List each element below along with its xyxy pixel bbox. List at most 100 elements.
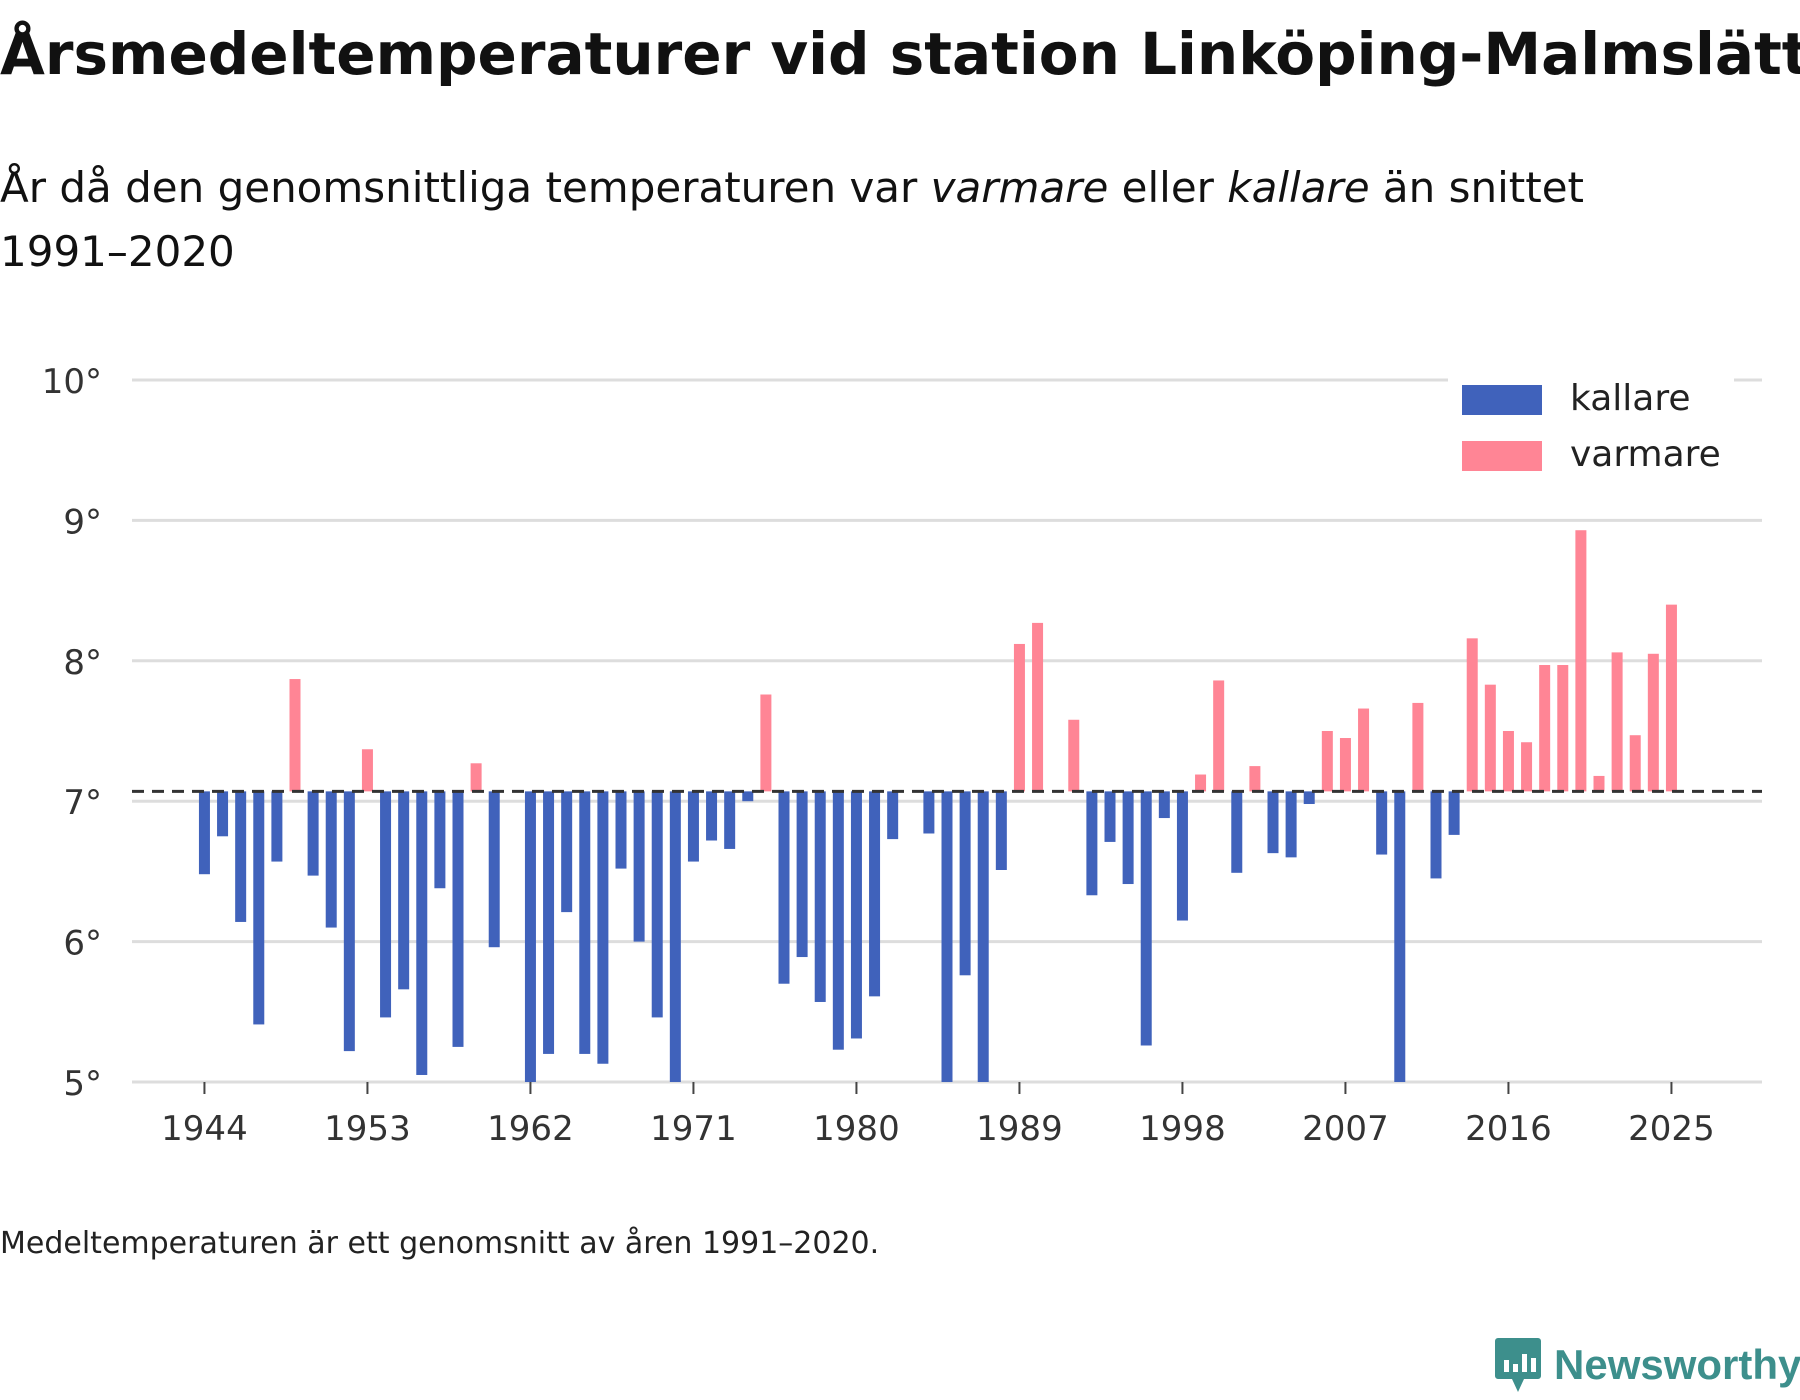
- bar-1960: [488, 791, 500, 948]
- newsworthy-logo-icon: [1495, 1338, 1541, 1392]
- bar-2006: [1321, 731, 1333, 792]
- bar-2024: [1647, 653, 1659, 792]
- bar-1965: [579, 791, 591, 1054]
- x-tick-label: 1962: [487, 1109, 574, 1149]
- bar-1951: [325, 791, 337, 928]
- y-tick-label: 10°: [42, 362, 102, 402]
- bar-1950: [307, 791, 319, 876]
- bar-1973: [724, 791, 736, 849]
- x-tick-label: 1989: [976, 1109, 1063, 1149]
- bar-2005: [1303, 791, 1315, 805]
- subtitle-part3: än snittet 1991–2020: [0, 163, 1585, 276]
- bar-1992: [1068, 719, 1080, 792]
- subtitle-cold-word: kallare: [1227, 163, 1370, 212]
- bar-1980: [850, 791, 862, 1039]
- bar-2023: [1629, 735, 1641, 792]
- bar-1962: [524, 791, 536, 1082]
- legend-swatch-warm: [1462, 441, 1542, 471]
- bar-1977: [796, 791, 808, 958]
- bar-1984: [923, 791, 935, 834]
- brand: Newsworthy: [1494, 1336, 1800, 1394]
- bar-2011: [1412, 702, 1424, 792]
- legend-label-cold: kallare: [1570, 378, 1691, 419]
- bar-2016: [1502, 731, 1514, 792]
- bar-2001: [1231, 791, 1243, 873]
- bar-1999: [1195, 774, 1207, 792]
- bar-1963: [543, 791, 555, 1054]
- bar-1990: [1032, 622, 1044, 792]
- legend-swatch-cold: [1462, 385, 1542, 415]
- y-tick-label: 9°: [63, 502, 102, 542]
- subtitle-part1: År då den genomsnittliga temperaturen va…: [0, 163, 931, 212]
- bar-1985: [941, 791, 953, 1082]
- bar-1947: [253, 791, 265, 1025]
- bar-2008: [1358, 708, 1370, 792]
- bar-1998: [1176, 791, 1188, 921]
- y-axis: 5° 6° 7° 8° 9° 10°: [42, 362, 102, 1104]
- bar-1997: [1158, 791, 1170, 819]
- bar-1968: [633, 791, 645, 942]
- bar-1987: [977, 791, 989, 1082]
- bar-1988: [995, 791, 1007, 870]
- bar-1972: [706, 791, 718, 841]
- bar-1946: [235, 791, 247, 922]
- footnote: Medeltemperaturen är ett genomsnitt av å…: [0, 1226, 880, 1261]
- bar-2003: [1267, 791, 1279, 854]
- bars: [198, 530, 1677, 1082]
- bar-1993: [1086, 791, 1098, 896]
- bar-1981: [869, 791, 881, 997]
- bar-2018: [1539, 665, 1551, 792]
- subtitle-part2: eller: [1108, 163, 1228, 212]
- bar-1956: [416, 791, 428, 1075]
- bar-2014: [1466, 638, 1478, 792]
- legend: kallare varmare: [1448, 376, 1734, 486]
- bar-1970: [669, 791, 681, 1082]
- bar-2007: [1339, 738, 1351, 792]
- bar-1945: [217, 791, 229, 837]
- temperature-bar-chart: 5°6°7°8°9°10° 1944 1953 1962 1971 1980 1989 19…: [42, 362, 1762, 1149]
- bar-1955: [398, 791, 410, 990]
- y-tick-label: 7°: [63, 783, 102, 823]
- bar-1989: [1013, 643, 1025, 792]
- bar-1954: [380, 791, 392, 1018]
- x-axis: 1944 1953 1962 1971 1980 1989 1998 2007 2016 2025: [161, 1082, 1715, 1149]
- y-tick-label: 5°: [63, 1064, 102, 1104]
- x-tick-label: 1998: [1139, 1109, 1226, 1149]
- bar-1986: [959, 791, 971, 976]
- bar-1979: [832, 791, 844, 1050]
- x-tick-label: 1944: [161, 1109, 248, 1149]
- bar-1969: [651, 791, 663, 1018]
- bar-1996: [1140, 791, 1152, 1046]
- bar-1976: [778, 791, 790, 984]
- bar-2013: [1448, 791, 1460, 835]
- bar-1975: [760, 694, 772, 792]
- y-tick-label: 6°: [63, 924, 102, 964]
- bar-2020: [1575, 530, 1587, 792]
- bar-1978: [814, 791, 826, 1002]
- x-tick-label: 2016: [1465, 1109, 1552, 1149]
- chart-title: Årsmedeltemperaturer vid station Linköpi…: [0, 20, 1800, 88]
- bar-1957: [434, 791, 446, 889]
- bar-1966: [597, 791, 609, 1064]
- bar-1971: [687, 791, 699, 862]
- bar-2025: [1665, 604, 1677, 792]
- chart-subtitle: År då den genomsnittliga temperaturen va…: [0, 156, 1660, 284]
- bar-2015: [1484, 684, 1496, 792]
- x-tick-label: 1980: [813, 1109, 900, 1149]
- x-tick-label: 1971: [650, 1109, 737, 1149]
- bar-2021: [1593, 775, 1605, 792]
- x-tick-label: 2007: [1302, 1109, 1389, 1149]
- bar-1959: [470, 763, 482, 792]
- bar-1974: [742, 791, 754, 802]
- bar-2009: [1376, 791, 1388, 855]
- bar-2000: [1213, 680, 1225, 792]
- bar-1994: [1104, 791, 1116, 842]
- brand-name: Newsworthy: [1554, 1341, 1800, 1388]
- subtitle-warm-word: varmare: [930, 163, 1109, 212]
- bar-2012: [1430, 791, 1442, 879]
- legend-label-warm: varmare: [1570, 434, 1721, 475]
- bar-2004: [1285, 791, 1297, 858]
- y-tick-label: 8°: [63, 643, 102, 683]
- bar-1964: [561, 791, 573, 913]
- bar-2019: [1557, 665, 1569, 792]
